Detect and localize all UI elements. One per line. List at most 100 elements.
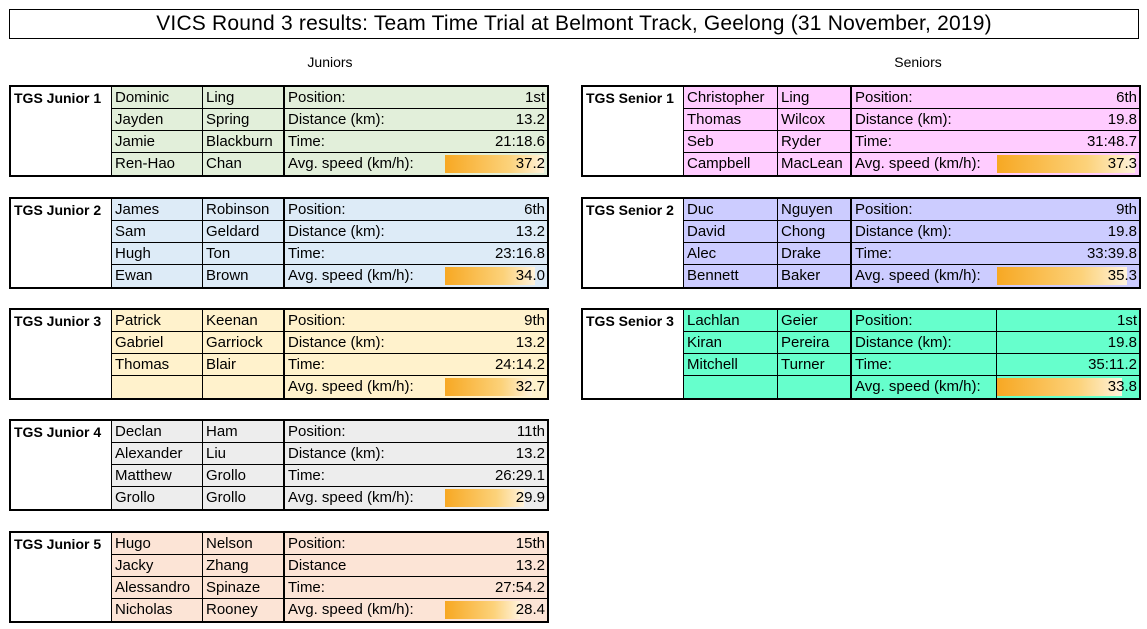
time-value: 27:54.2 (445, 577, 547, 599)
position-value: 9th (445, 310, 547, 332)
rider-first-name: Alexander (112, 443, 203, 465)
rider-first-name: Nicholas (112, 599, 203, 621)
time-label: Time: (285, 243, 445, 265)
distance-label: Distance (km): (852, 109, 997, 131)
avg-speed-cell: 33.8 (997, 376, 1139, 398)
time-label: Time: (852, 243, 997, 265)
rider-first-name: Declan (112, 421, 203, 443)
avg-speed-label: Avg. speed (km/h): (288, 601, 414, 618)
position-label: Position: (285, 87, 445, 109)
avg-speed-cell: 29.9 (445, 487, 547, 509)
rider-surname: Garriock (203, 332, 285, 354)
team-name: TGS Junior 5 (11, 533, 112, 621)
rider-surname: Rooney (203, 599, 285, 621)
rider-surname: Zhang (203, 555, 285, 577)
team-grid: Christopher Ling Position: 6th Thomas Wilcox D… (684, 87, 1139, 175)
rider-surname: Spring (203, 109, 285, 131)
avg-speed-label: Avg. speed (km/h): (855, 155, 981, 172)
rider-first-name: Duc (684, 199, 778, 221)
rider-first-name: Gabriel (112, 332, 203, 354)
position-label: Position: (285, 310, 445, 332)
rider-surname (203, 376, 285, 398)
rider-first-name: Kiran (684, 332, 778, 354)
rider-surname: Drake (778, 243, 852, 265)
page-title: VICS Round 3 results: Team Time Trial at… (9, 9, 1139, 39)
position-label: Position: (852, 199, 997, 221)
rider-first-name: James (112, 199, 203, 221)
rider-surname: Robinson (203, 199, 285, 221)
rider-surname: Nelson (203, 533, 285, 555)
avg-speed-bar (445, 267, 536, 285)
distance-value: 19.8 (997, 109, 1139, 131)
avg-speed-cell: 34.0 (445, 265, 547, 287)
avg-speed-label: Avg. speed (km/h): (288, 378, 414, 395)
rider-first-name: Ewan (112, 265, 203, 287)
time-value: 21:18.6 (445, 131, 547, 153)
rider-first-name: David (684, 221, 778, 243)
rider-surname: Ryder (778, 131, 852, 153)
distance-label: Distance (285, 555, 445, 577)
rider-surname: Turner (778, 354, 852, 376)
distance-value: 13.2 (445, 332, 547, 354)
rider-first-name: Alec (684, 243, 778, 265)
seniors-heading: Seniors (894, 54, 942, 70)
rider-surname: MacLean (778, 153, 852, 175)
avg-speed-bar (445, 489, 525, 507)
position-value: 1st (445, 87, 547, 109)
rider-first-name: Jacky (112, 555, 203, 577)
rider-first-name: Bennett (684, 265, 778, 287)
avg-speed-bar (997, 155, 1135, 173)
rider-surname: Baker (778, 265, 852, 287)
avg-speed-value: 29.9 (515, 489, 545, 506)
juniors-team-card: TGS Junior 3 Patrick Keenan Position: 9th Gab… (9, 308, 549, 400)
distance-label: Distance (km): (285, 109, 445, 131)
team-grid: Hugo Nelson Position: 15th Jacky Zhang Distanc… (112, 533, 547, 621)
time-label: Time: (852, 131, 997, 153)
avg-speed-label: Avg. speed (km/h): (855, 267, 981, 284)
rider-surname: Ling (203, 87, 285, 109)
rider-first-name: Sam (112, 221, 203, 243)
team-grid: Patrick Keenan Position: 9th Gabriel Garriock… (112, 310, 547, 398)
avg-speed-bar (997, 267, 1128, 285)
juniors-team-card: TGS Junior 4 Declan Ham Position: 11th Alexan… (9, 419, 549, 511)
rider-first-name: Matthew (112, 465, 203, 487)
avg-speed-cell: 28.4 (445, 599, 547, 621)
rider-first-name: Jamie (112, 131, 203, 153)
rider-surname: Grollo (203, 465, 285, 487)
team-name: TGS Junior 4 (11, 421, 112, 509)
team-name: TGS Senior 1 (583, 87, 684, 175)
rider-surname: Ling (778, 87, 852, 109)
rider-surname: Keenan (203, 310, 285, 332)
avg-speed-value: 28.4 (515, 601, 545, 618)
team-name: TGS Senior 3 (583, 310, 684, 398)
rider-first-name: Thomas (112, 354, 203, 376)
avg-speed-value: 33.8 (1107, 378, 1137, 395)
distance-value: 13.2 (445, 109, 547, 131)
avg-speed-value: 37.2 (515, 155, 545, 172)
position-label: Position: (285, 421, 445, 443)
rider-surname: Nguyen (778, 199, 852, 221)
rider-surname: Spinaze (203, 577, 285, 599)
rider-surname: Geldard (203, 221, 285, 243)
avg-speed-cell: 32.7 (445, 376, 547, 398)
distance-value: 19.8 (997, 332, 1139, 354)
time-value: 24:14.2 (445, 354, 547, 376)
position-value: 1st (997, 310, 1139, 332)
rider-surname: Brown (203, 265, 285, 287)
team-grid: Duc Nguyen Position: 9th David Chong Distance … (684, 199, 1139, 287)
distance-label: Distance (km): (852, 332, 997, 354)
juniors-heading: Juniors (307, 54, 353, 70)
position-label: Position: (285, 533, 445, 555)
seniors-team-card: TGS Senior 1 Christopher Ling Position: 6th T… (581, 85, 1141, 177)
rider-first-name: Jayden (112, 109, 203, 131)
rider-first-name: Patrick (112, 310, 203, 332)
position-value: 6th (445, 199, 547, 221)
rider-first-name: Campbell (684, 153, 778, 175)
position-value: 9th (997, 199, 1139, 221)
rider-first-name: Mitchell (684, 354, 778, 376)
rider-surname: Liu (203, 443, 285, 465)
avg-speed-value: 37.3 (1107, 155, 1137, 172)
avg-speed-value: 32.7 (515, 378, 545, 395)
avg-speed-bar (997, 378, 1122, 396)
time-value: 26:29.1 (445, 465, 547, 487)
